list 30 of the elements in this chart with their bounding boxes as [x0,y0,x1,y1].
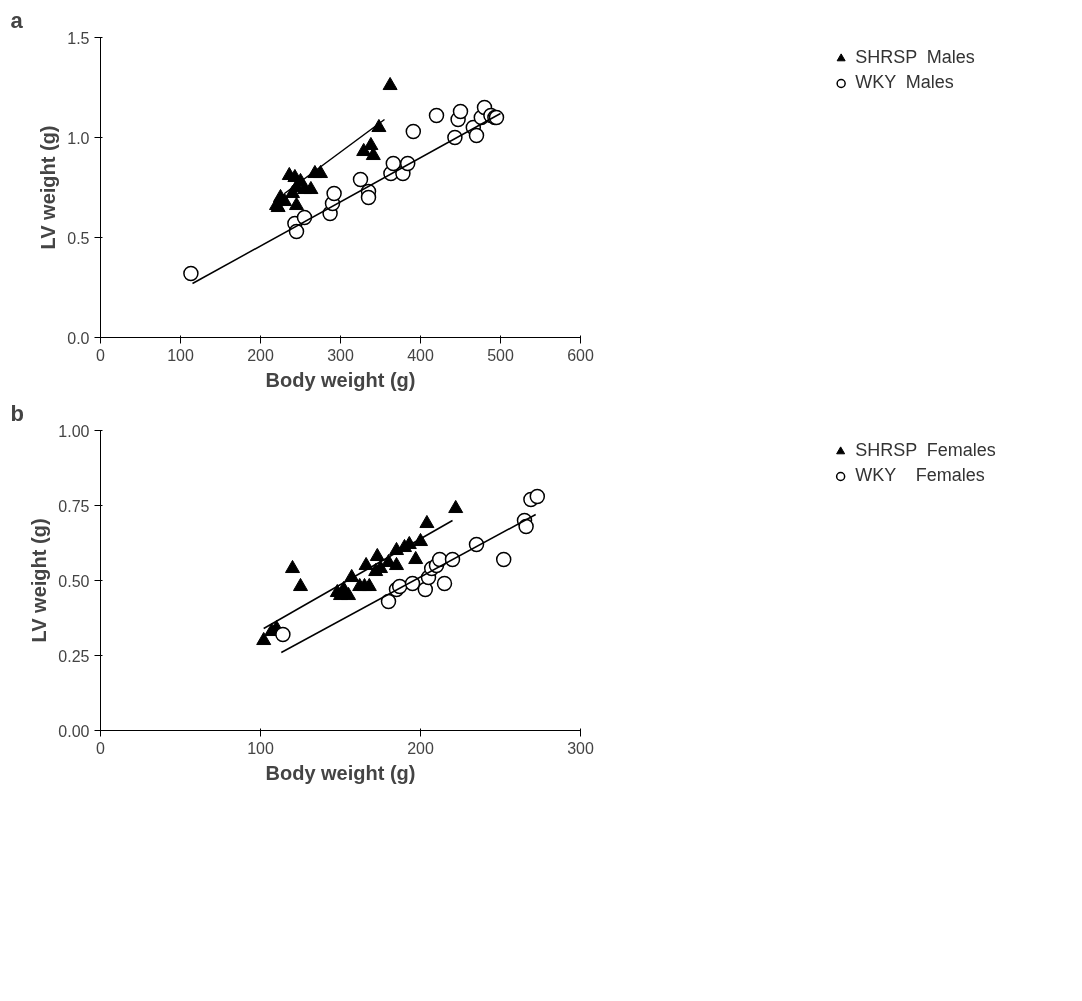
x-tick-label: 600 [567,346,594,364]
x-axis-title: Body weight (g) [265,761,416,784]
x-tick-label: 100 [247,739,274,757]
y-tick-label: 1.5 [67,29,90,47]
y-axis-title: LV weight (g) [37,125,60,250]
legend-label: WKY Females [855,465,985,486]
y-tick-label: 0.5 [67,229,90,247]
y-tick-label: 1.0 [67,129,90,147]
y-tick-label: 0.0 [67,329,90,347]
chart-title: b [10,400,24,426]
y-axis-title: LV weight (g) [28,518,51,643]
x-tick-label: 100 [167,346,194,364]
chart-title: a [10,7,24,33]
y-tick-label: 0.75 [58,497,90,515]
x-tick-label: 200 [407,739,434,757]
x-tick-label: 300 [567,739,594,757]
x-tick-label: 400 [407,346,434,364]
legend-label: SHRSP Males [855,47,975,68]
y-tick-label: 0.00 [58,722,90,740]
x-tick-label: 200 [247,346,274,364]
legend-label: WKY Males [855,72,954,93]
x-axis-title: Body weight (g) [265,368,416,391]
legend-label: SHRSP Females [855,440,996,461]
y-tick-label: 0.50 [58,572,90,590]
y-tick-label: 1.00 [58,422,90,440]
x-tick-label: 0 [96,739,106,757]
x-tick-label: 300 [327,346,354,364]
y-tick-label: 0.25 [58,647,90,665]
x-tick-label: 500 [487,346,514,364]
x-tick-label: 0 [96,346,106,364]
